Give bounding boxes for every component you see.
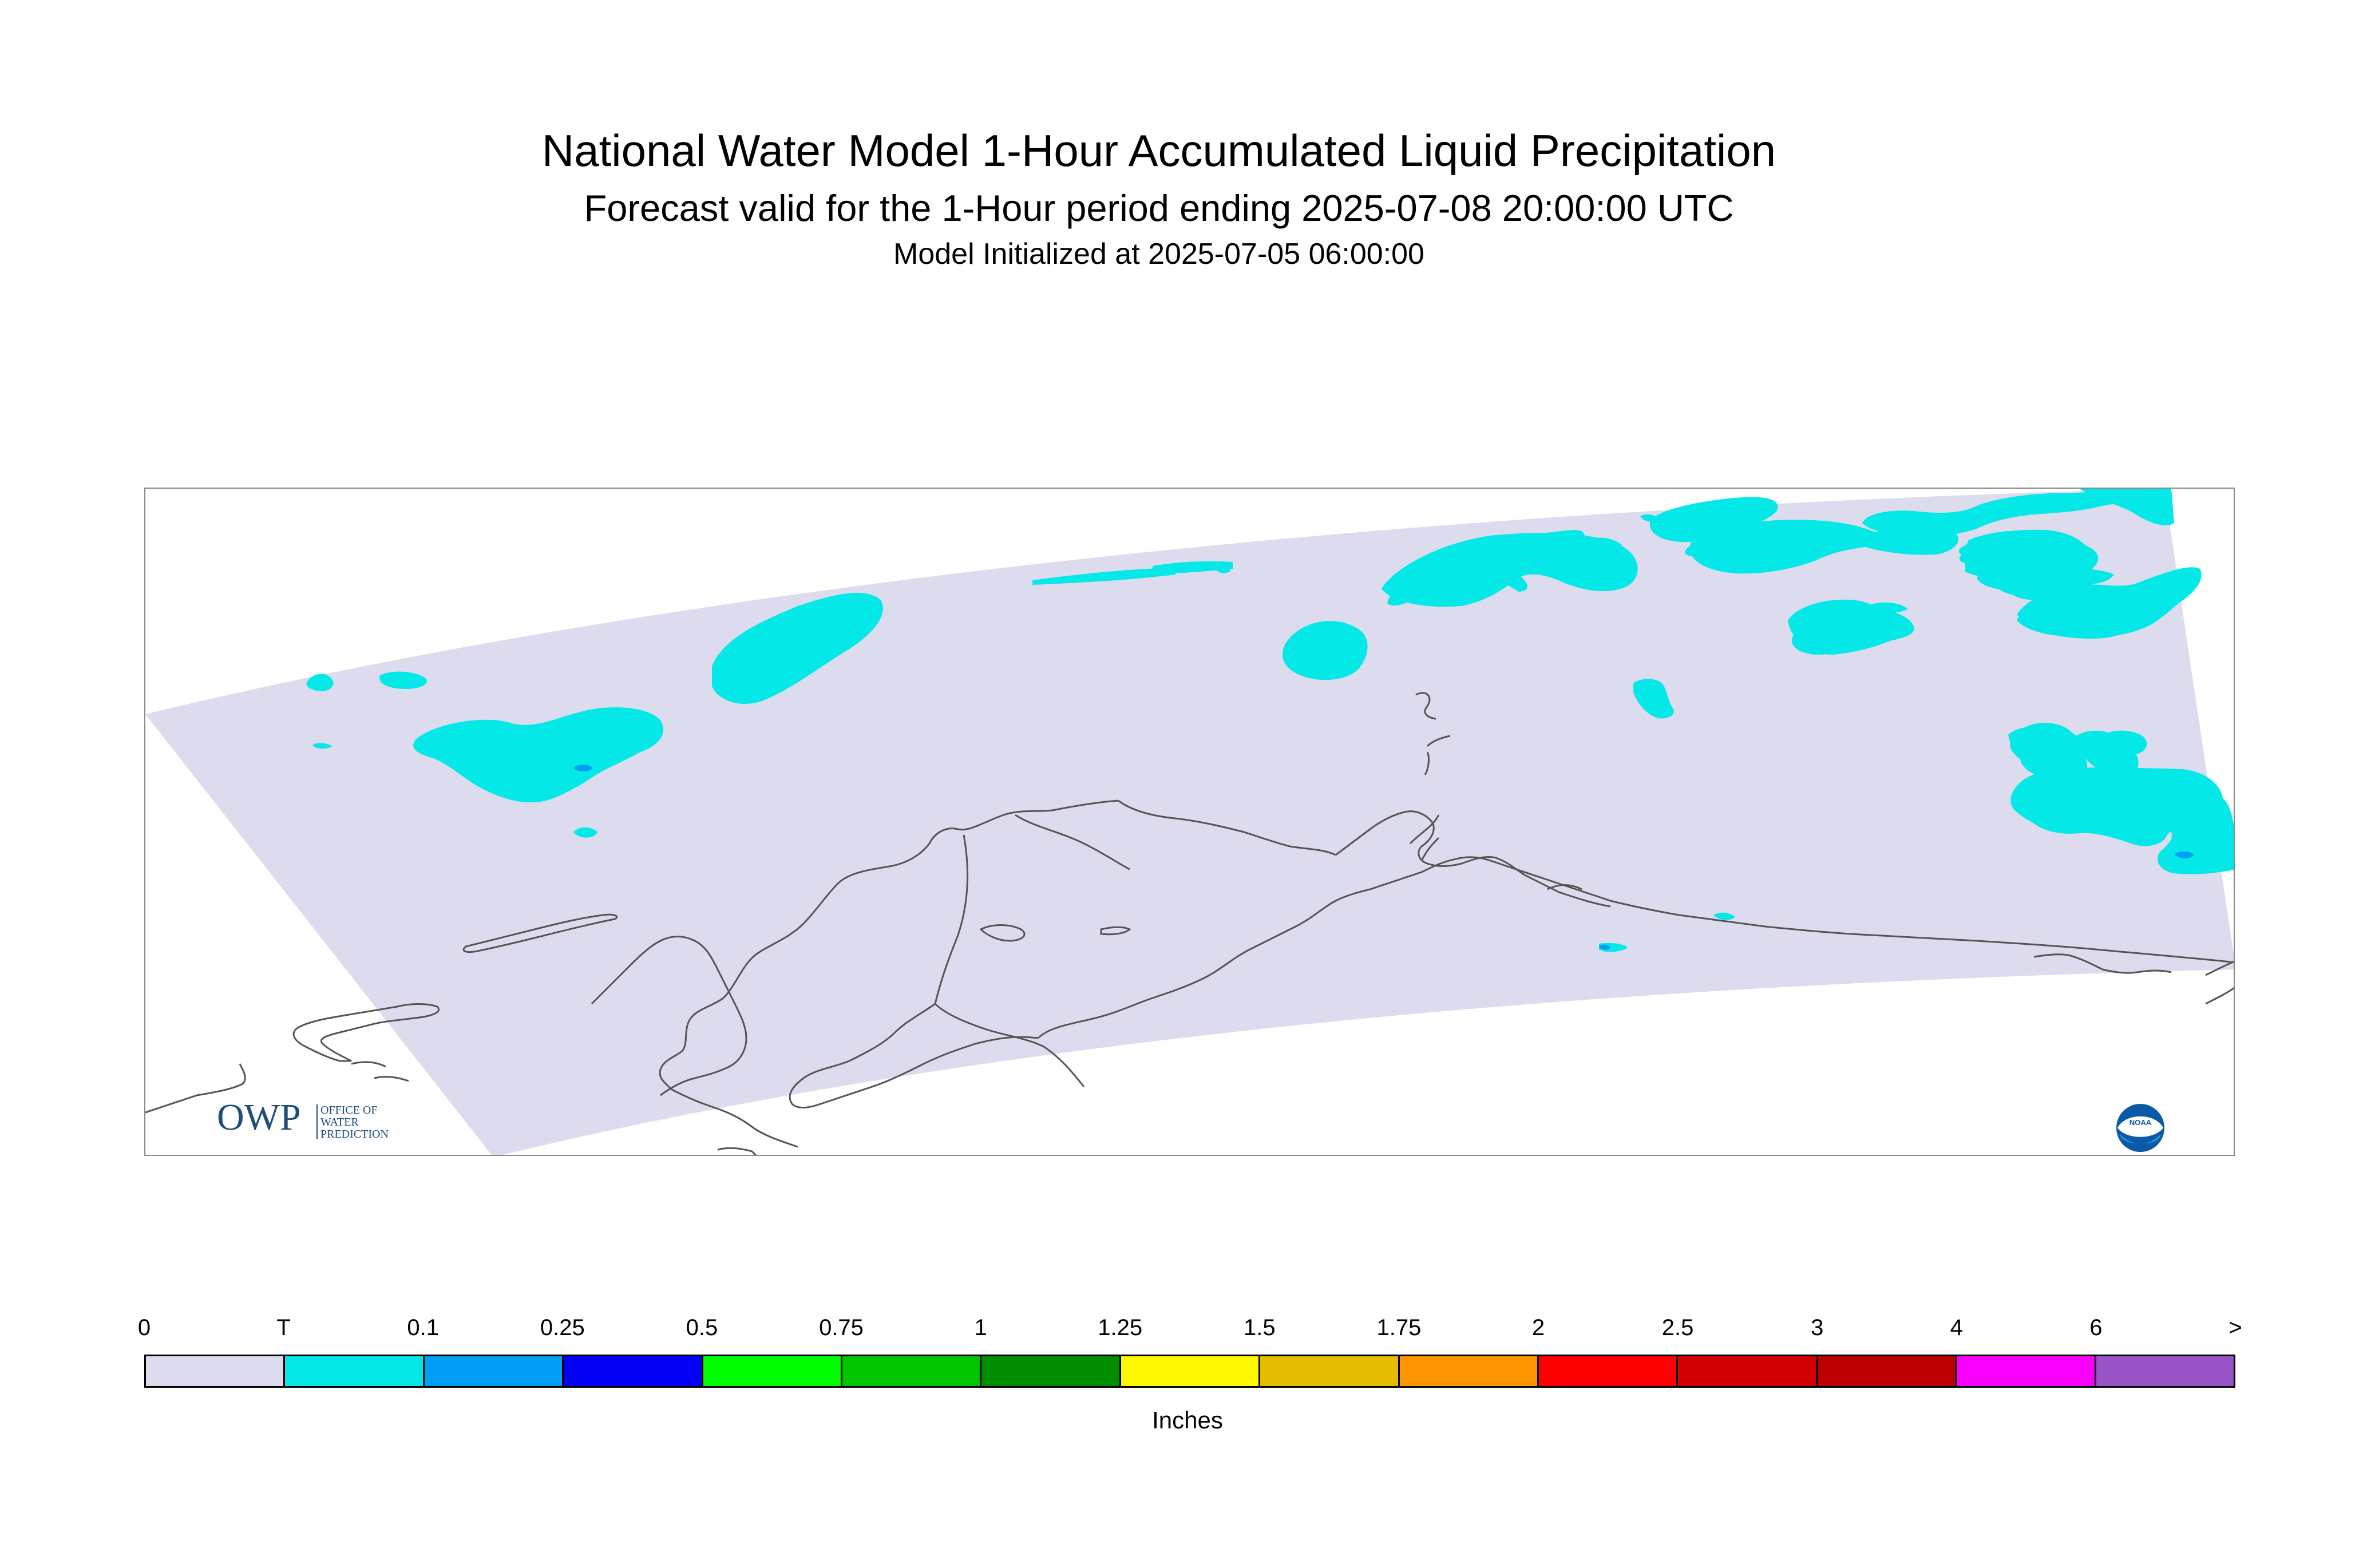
noaa-logo: NOAA [2116, 1104, 2164, 1152]
coastline-arctic-isle [1415, 692, 1451, 775]
precip-area [413, 707, 664, 803]
model-init-time: Model Initialized at 2025-07-05 06:00:00 [893, 237, 1424, 271]
legend-label: 3 [1811, 1315, 1824, 1340]
legend-label: 2.5 [1661, 1315, 1694, 1340]
legend-swatch [703, 1356, 843, 1386]
noaa-logo-gull [2117, 1116, 2163, 1137]
legend-labels: 0 T 0.1 0.25 0.5 0.75 1 1.25 1.5 1.75 2 2.5 3 4 6 > [0, 1315, 2375, 1349]
precip-light-area [1599, 944, 1610, 950]
precip-area [312, 743, 332, 749]
legend-swatch [981, 1356, 1121, 1386]
legend-label: 1.5 [1243, 1315, 1276, 1340]
legend-swatch [285, 1356, 425, 1386]
precip-area [1685, 538, 1732, 557]
coastline-ak-west [591, 936, 747, 1096]
precip-area [1788, 599, 1908, 655]
legend-label: 1 [974, 1315, 987, 1340]
legend-swatch [1678, 1356, 1818, 1386]
precip-light-area [2175, 851, 2194, 858]
coastline-yukon [2033, 953, 2234, 1005]
coastline-peninsula [789, 1003, 1039, 1108]
precip-area [379, 671, 427, 689]
precip-area [1382, 533, 1638, 607]
precip-area [306, 674, 334, 692]
legend-label: > [2228, 1315, 2242, 1340]
precip-light-area [573, 765, 593, 771]
precip-area [2010, 767, 2223, 846]
map-panel: OWP OFFICE OF WATER PREDICTION NOAA [144, 488, 2235, 1156]
legend-units: Inches [1152, 1407, 1223, 1434]
precip-area [1490, 530, 1585, 554]
precip-area [712, 592, 883, 704]
legend-swatch [1260, 1356, 1400, 1386]
legend-label: 0.5 [686, 1315, 718, 1340]
precip-area [2103, 730, 2147, 755]
coastline-russia [145, 1061, 757, 1155]
legend-swatch [564, 1356, 703, 1386]
legend-swatch [1539, 1356, 1679, 1386]
legend-label: 0 [137, 1315, 151, 1340]
legend-swatch [424, 1356, 564, 1386]
precip-area [2080, 489, 2174, 525]
map-title: National Water Model 1-Hour Accumulated … [541, 125, 1776, 176]
legend-swatch [1121, 1356, 1261, 1386]
coastline-chukotka [292, 913, 618, 1062]
precip-area [1032, 568, 1175, 585]
coastline-mainland [659, 799, 1336, 1148]
precip-area [1640, 514, 1659, 522]
coastline-gulf [1037, 856, 2234, 1039]
legend-label: 1.25 [1098, 1315, 1143, 1340]
legend-swatch [1957, 1356, 2096, 1386]
legend-swatch [1399, 1356, 1539, 1386]
precip-area [1862, 528, 1959, 555]
coastline-islands [1335, 810, 1611, 908]
legend-label: 0.25 [540, 1315, 585, 1340]
precip-area [1736, 530, 1836, 551]
map-subtitle: Forecast valid for the 1-Hour period end… [584, 187, 1734, 229]
precip-area [1282, 621, 1368, 680]
legend-label: 2 [1531, 1315, 1545, 1340]
legend-label: 1.75 [1376, 1315, 1422, 1340]
precip-area [1649, 497, 1778, 543]
model-domain [145, 489, 2234, 1155]
legend-label: 4 [1950, 1315, 1963, 1340]
coastline-bay [979, 924, 1131, 942]
precip-area [2105, 754, 2131, 763]
legend-swatch [2096, 1356, 2234, 1386]
precip-light-areas [573, 765, 2194, 950]
legend-swatch [842, 1356, 982, 1386]
precip-area [1570, 537, 1622, 552]
legend-label: 0.1 [407, 1315, 439, 1340]
owp-logo-line-3: PREDICTION [320, 1128, 389, 1141]
legend-swatch [1817, 1356, 1957, 1386]
precip-area [1713, 912, 1735, 920]
owp-logo-line-2: WATER [320, 1116, 359, 1129]
owp-logo: OWP OFFICE OF WATER PREDICTION [217, 1096, 389, 1141]
owp-logo-line-1: OFFICE OF [320, 1104, 377, 1116]
legend-colorbar [144, 1355, 2235, 1388]
legend-label: 6 [2089, 1315, 2103, 1340]
legend-label: T [276, 1315, 291, 1340]
coastline-northslope [1409, 814, 1582, 890]
precip-area [1153, 561, 1233, 575]
coastlines [145, 692, 2234, 1155]
precip-area [1633, 679, 1674, 719]
precip-area [573, 827, 597, 838]
precip-area [1216, 567, 1230, 573]
precip-area [2022, 738, 2076, 777]
precip-area [2017, 596, 2115, 637]
noaa-logo-text: NOAA [2129, 1118, 2152, 1127]
legend-label: 0.75 [819, 1315, 864, 1340]
owp-logo-text: OWP [217, 1096, 301, 1138]
precip-trace-areas [306, 489, 2234, 952]
precip-area [1862, 489, 2171, 536]
precip-area [2010, 571, 2094, 600]
legend-swatch [146, 1356, 286, 1386]
map-svg: OWP OFFICE OF WATER PREDICTION NOAA [145, 489, 2234, 1155]
